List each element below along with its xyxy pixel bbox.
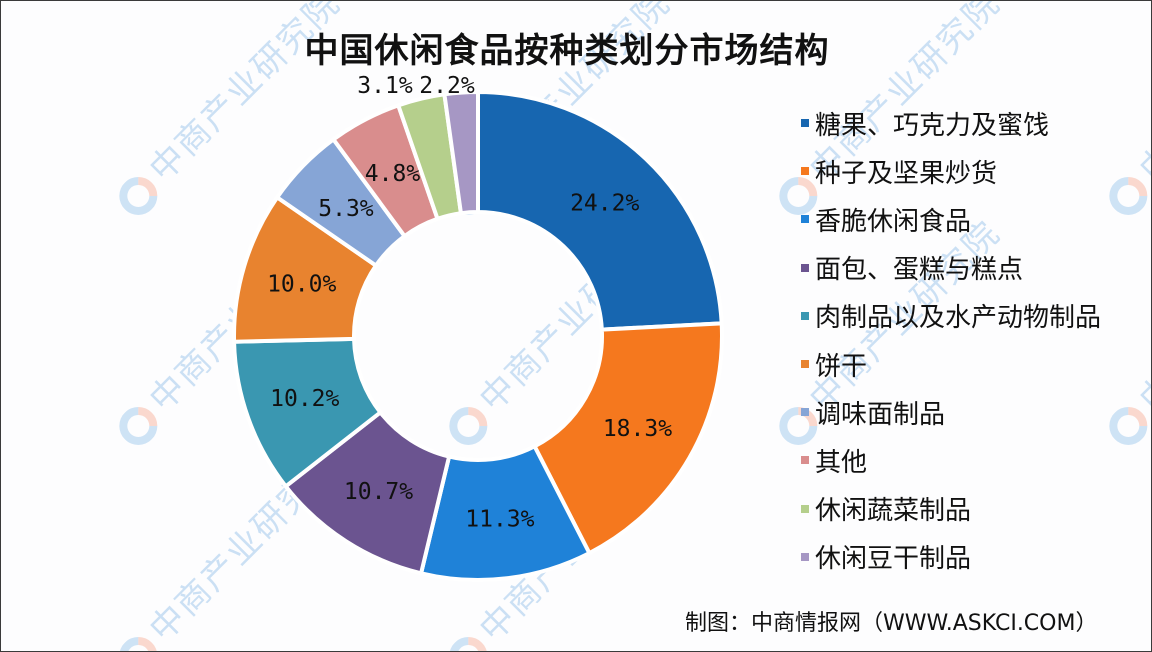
slice-value-label: 5.3% (318, 196, 374, 222)
donut-slice (476, 89, 724, 332)
source-note: 制图：中商情报网（WWW.ASKCI.COM） (685, 611, 1098, 636)
slice-value-label: 10.7% (344, 479, 413, 505)
legend-label: 面包、蛋糕与糕点 (815, 255, 1024, 286)
chart-title: 中国休闲食品按种类划分市场结构 (304, 31, 830, 71)
legend-swatch-icon (801, 263, 809, 272)
donut-slice (531, 321, 724, 556)
legend-item: 糖果、巧克力及蜜饯 (801, 99, 1101, 147)
slice-value-label: 11.3% (465, 507, 534, 533)
legend-item: 休闲豆干制品 (801, 533, 1101, 581)
legend-item: 调味面制品 (801, 388, 1101, 436)
slice-value-label: 10.2% (270, 386, 339, 412)
legend-swatch-icon (801, 360, 809, 369)
legend-item: 饼干 (801, 340, 1101, 388)
legend-swatch-icon (801, 456, 809, 465)
legend-label: 休闲豆干制品 (815, 544, 972, 575)
legend-item: 肉制品以及水产动物制品 (801, 292, 1101, 340)
legend-item: 面包、蛋糕与糕点 (801, 244, 1101, 292)
legend-swatch-icon (801, 552, 809, 561)
chart-legend: 糖果、巧克力及蜜饯 种子及坚果炒货 香脆休闲食品面包、蛋糕与糕点肉制品以及水产动物制… (801, 99, 1101, 581)
legend-label: 香脆休闲食品 (815, 206, 972, 237)
legend-swatch-icon (801, 408, 809, 417)
legend-swatch-icon (801, 119, 809, 128)
slice-value-label: 3.1% (357, 73, 413, 99)
legend-item: 其他 (801, 436, 1101, 484)
legend-swatch-icon (801, 215, 809, 224)
legend-label: 种子及坚果炒货 (815, 158, 998, 189)
legend-item: 香脆休闲食品 (801, 195, 1101, 243)
slice-value-label: 18.3% (603, 416, 672, 442)
slice-value-label: 4.8% (365, 161, 421, 187)
slice-value-label: 10.0% (267, 271, 336, 297)
legend-item: 种子及坚果炒货 (801, 147, 1101, 195)
legend-label: 糖果、巧克力及蜜饯 (815, 110, 1050, 141)
legend-label: 肉制品以及水产动物制品 (815, 303, 1102, 334)
slice-value-label: 2.2% (419, 73, 475, 99)
legend-item: 休闲蔬菜制品 (801, 485, 1101, 533)
legend-label: 休闲蔬菜制品 (815, 496, 972, 527)
slice-value-label: 24.2% (570, 191, 639, 217)
legend-label: 其他 (815, 447, 868, 478)
legend-label: 调味面制品 (815, 399, 946, 430)
legend-label: 饼干 (815, 351, 868, 382)
legend-swatch-icon (801, 311, 809, 320)
legend-swatch-icon (801, 167, 809, 176)
donut-slice (442, 89, 480, 216)
legend-swatch-icon (801, 504, 809, 513)
